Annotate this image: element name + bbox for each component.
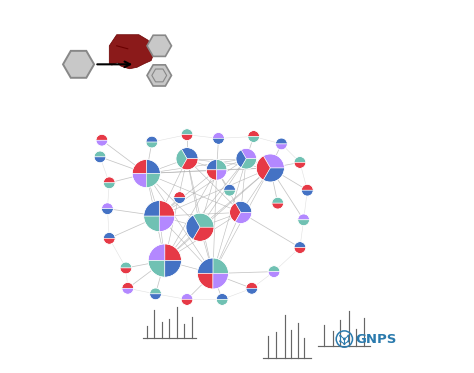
Polygon shape xyxy=(147,35,172,56)
Wedge shape xyxy=(206,160,217,170)
Wedge shape xyxy=(181,300,193,305)
Wedge shape xyxy=(159,201,175,216)
Wedge shape xyxy=(224,184,236,190)
Wedge shape xyxy=(263,168,284,182)
Wedge shape xyxy=(159,216,175,232)
Wedge shape xyxy=(213,273,228,289)
Wedge shape xyxy=(146,173,160,188)
Wedge shape xyxy=(120,268,132,274)
Text: GNPS: GNPS xyxy=(356,333,397,345)
Wedge shape xyxy=(101,203,113,209)
Wedge shape xyxy=(236,150,246,168)
Wedge shape xyxy=(229,203,241,222)
Wedge shape xyxy=(197,258,213,273)
Wedge shape xyxy=(294,242,306,248)
Wedge shape xyxy=(298,214,310,220)
Wedge shape xyxy=(275,138,287,144)
Wedge shape xyxy=(216,294,228,300)
Wedge shape xyxy=(182,148,198,159)
Wedge shape xyxy=(103,183,115,189)
Circle shape xyxy=(343,343,346,345)
Wedge shape xyxy=(275,144,287,150)
Wedge shape xyxy=(186,215,200,239)
Wedge shape xyxy=(272,197,283,203)
Wedge shape xyxy=(235,212,252,223)
Wedge shape xyxy=(213,258,228,273)
Wedge shape xyxy=(212,132,224,138)
Circle shape xyxy=(347,335,349,337)
Wedge shape xyxy=(197,273,213,289)
Wedge shape xyxy=(301,190,313,196)
Polygon shape xyxy=(63,51,94,78)
Wedge shape xyxy=(173,198,185,204)
Wedge shape xyxy=(146,142,158,148)
Wedge shape xyxy=(96,140,108,146)
Wedge shape xyxy=(101,209,113,214)
Wedge shape xyxy=(148,244,165,261)
Wedge shape xyxy=(241,148,256,159)
Wedge shape xyxy=(246,282,258,288)
Wedge shape xyxy=(301,184,313,190)
Wedge shape xyxy=(103,232,115,238)
Wedge shape xyxy=(256,156,270,180)
Wedge shape xyxy=(181,129,193,135)
Wedge shape xyxy=(146,136,158,142)
Wedge shape xyxy=(94,151,106,157)
Wedge shape xyxy=(241,159,256,169)
Polygon shape xyxy=(147,65,172,86)
Wedge shape xyxy=(181,294,193,300)
Wedge shape xyxy=(165,261,182,277)
Wedge shape xyxy=(294,248,306,254)
Wedge shape xyxy=(193,227,214,241)
Wedge shape xyxy=(272,203,283,209)
Wedge shape xyxy=(173,192,185,198)
Circle shape xyxy=(347,340,349,342)
Circle shape xyxy=(343,338,346,341)
Wedge shape xyxy=(148,261,165,277)
Circle shape xyxy=(339,335,341,337)
Wedge shape xyxy=(294,157,306,162)
Wedge shape xyxy=(144,216,159,232)
Wedge shape xyxy=(216,300,228,305)
Wedge shape xyxy=(132,173,146,188)
Wedge shape xyxy=(263,154,284,168)
Wedge shape xyxy=(122,288,134,294)
Wedge shape xyxy=(182,159,198,170)
Wedge shape xyxy=(165,244,182,261)
Wedge shape xyxy=(224,190,236,196)
Wedge shape xyxy=(150,288,162,294)
Wedge shape xyxy=(120,262,132,268)
Wedge shape xyxy=(246,288,258,294)
Wedge shape xyxy=(193,213,214,227)
Wedge shape xyxy=(103,238,115,244)
Wedge shape xyxy=(248,137,260,142)
Wedge shape xyxy=(248,131,260,137)
Wedge shape xyxy=(94,157,106,163)
Wedge shape xyxy=(206,170,217,180)
Wedge shape xyxy=(146,160,160,173)
Wedge shape xyxy=(176,149,187,168)
Wedge shape xyxy=(144,201,159,216)
Wedge shape xyxy=(103,177,115,183)
Wedge shape xyxy=(235,201,252,212)
Wedge shape xyxy=(268,272,280,278)
Wedge shape xyxy=(294,162,306,168)
Wedge shape xyxy=(96,134,108,140)
Wedge shape xyxy=(298,220,310,226)
Wedge shape xyxy=(122,282,134,288)
Wedge shape xyxy=(217,160,227,170)
Wedge shape xyxy=(132,160,146,173)
Wedge shape xyxy=(268,266,280,272)
Wedge shape xyxy=(212,138,224,144)
Wedge shape xyxy=(150,294,162,300)
PathPatch shape xyxy=(109,35,154,69)
Wedge shape xyxy=(217,170,227,180)
Wedge shape xyxy=(181,135,193,141)
Circle shape xyxy=(339,340,341,342)
